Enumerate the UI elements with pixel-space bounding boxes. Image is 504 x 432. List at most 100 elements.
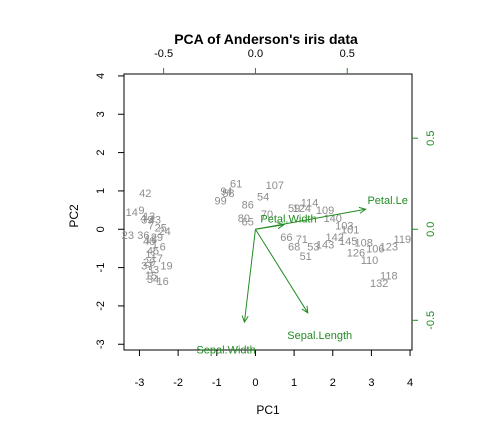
observation-label: 110 xyxy=(361,255,379,267)
x-axis-label: PC1 xyxy=(256,403,280,417)
right-tick-label: 0.0 xyxy=(425,222,437,237)
x-tick-label: 1 xyxy=(291,377,297,389)
observation-label: 34 xyxy=(147,274,159,286)
loading-arrowhead xyxy=(358,206,367,214)
observation-label: 119 xyxy=(394,234,412,246)
observation-label: 106 xyxy=(366,243,384,255)
y-tick-label: 2 xyxy=(95,150,107,156)
observation-label: 118 xyxy=(380,270,398,282)
observation-label: 71 xyxy=(296,234,308,246)
x-tick-label: 3 xyxy=(368,377,374,389)
observation-label: 4 xyxy=(140,213,146,225)
observation-label: 14 xyxy=(126,207,138,219)
observation-label: 123 xyxy=(380,242,398,254)
left-axis: -3 -2 -1 0 1 2 3 4 xyxy=(95,73,124,349)
loading-arrow xyxy=(255,228,309,314)
y-tick-label: -2 xyxy=(95,301,107,311)
observation-label: 59 xyxy=(288,203,300,215)
observation-label: 20 xyxy=(143,257,155,269)
observation-label: 61 xyxy=(230,178,242,190)
observation-label: 24 xyxy=(158,226,170,238)
observation-label: 18 xyxy=(145,234,157,246)
observation-label: 37 xyxy=(141,261,153,273)
observation-label: 11 xyxy=(145,249,156,261)
observation-label: 15 xyxy=(145,270,157,282)
y-tick-label: -1 xyxy=(95,263,107,273)
observation-label: 33 xyxy=(147,265,159,277)
observation-label: 65 xyxy=(242,217,254,229)
x-tick-label: 4 xyxy=(407,377,413,389)
observation-label: 7 xyxy=(148,220,154,232)
observation-label: 66 xyxy=(280,232,292,244)
loading-arrow xyxy=(243,229,256,323)
observation-label: 80 xyxy=(238,213,250,225)
observation-label: 103 xyxy=(335,220,353,232)
top-tick-label: -0.5 xyxy=(154,48,173,60)
observation-label: 126 xyxy=(347,247,365,259)
observation-label: 108 xyxy=(354,238,372,250)
observation-label: 9 xyxy=(138,205,144,217)
observation-label: 58 xyxy=(222,188,234,200)
observation-label: 94 xyxy=(220,186,232,198)
observation-label: 42 xyxy=(139,188,151,200)
observation-label: 109 xyxy=(316,205,334,217)
observation-label: 68 xyxy=(288,242,300,254)
observation-label: 107 xyxy=(266,180,284,192)
observation-label: 17 xyxy=(151,253,163,265)
observation-label: 39 xyxy=(141,215,153,227)
observation-label: 54 xyxy=(257,192,269,204)
loading-label: Sepal.Width xyxy=(196,344,255,356)
y-axis-label: PC2 xyxy=(67,204,81,228)
observation-label: 101 xyxy=(341,224,359,236)
observation-label: 36 xyxy=(137,230,149,242)
plot-frame xyxy=(123,73,413,351)
y-tick-label: -3 xyxy=(95,339,107,349)
observation-label: 132 xyxy=(370,278,388,290)
observation-label: 13 xyxy=(143,211,155,223)
y-tick-label: 4 xyxy=(95,73,107,79)
chart-title: PCA of Anderson's iris data xyxy=(174,31,358,47)
right-tick-label: -0.5 xyxy=(425,311,437,330)
loading-arrowhead xyxy=(241,315,249,324)
x-tick-label: -1 xyxy=(212,377,222,389)
loading-arrowhead xyxy=(301,305,309,314)
observation-label: 145 xyxy=(339,236,357,248)
y-tick-label: 1 xyxy=(95,188,107,194)
right-axis: -0.5 0.0 0.5 xyxy=(412,131,437,330)
observation-label: 114 xyxy=(301,197,319,209)
observation-label: 143 xyxy=(316,240,334,252)
loading-arrow xyxy=(255,208,366,230)
observation-label: 25 xyxy=(155,222,167,234)
y-tick-label: 0 xyxy=(95,226,107,232)
y-tick-label: 3 xyxy=(95,111,107,117)
x-tick-label: -2 xyxy=(173,377,183,389)
right-tick-label: 0.5 xyxy=(425,131,437,146)
top-tick-label: 0.5 xyxy=(340,48,355,60)
x-tick-label: 0 xyxy=(252,377,258,389)
observation-label: 45 xyxy=(147,245,159,257)
observation-label: 16 xyxy=(157,276,169,288)
observation-label: 19 xyxy=(160,261,172,273)
observation-label: 53 xyxy=(307,242,319,254)
loading-label: Sepal.Length xyxy=(287,330,352,342)
observation-label: 6 xyxy=(160,242,166,254)
x-tick-label: -3 xyxy=(135,377,145,389)
observation-label: 1 xyxy=(152,240,158,252)
bottom-axis: -3 -2 -1 0 1 2 3 4 xyxy=(135,350,413,389)
observation-label: 86 xyxy=(242,199,254,211)
observation-label: 51 xyxy=(300,251,312,263)
top-tick-label: 0.0 xyxy=(248,48,263,60)
observation-label: 124 xyxy=(293,203,311,215)
observation-label: 142 xyxy=(326,232,344,244)
observation-label: 40 xyxy=(143,236,155,248)
observation-label: 99 xyxy=(215,196,227,208)
loading-label: Petal.Width xyxy=(260,213,316,225)
loading-vectors: Sepal.Length Sepal.Width Petal.Width Petal.… xyxy=(196,195,407,356)
top-axis: -0.5 0.0 0.5 xyxy=(154,48,355,74)
observation-label: 29 xyxy=(151,232,163,244)
observation-label: 23 xyxy=(122,230,134,242)
observation-label: 43 xyxy=(149,215,161,227)
x-tick-label: 2 xyxy=(330,377,336,389)
